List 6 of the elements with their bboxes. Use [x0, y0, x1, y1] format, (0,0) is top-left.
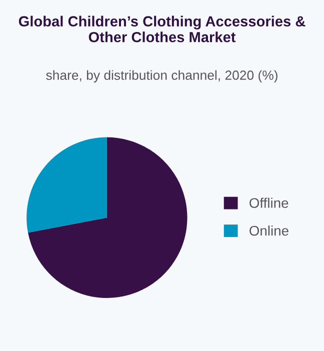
legend-label: Offline [250, 198, 288, 208]
chart-subtitle: share, by distribution channel, 2020 (%) [46, 70, 278, 82]
pie-slice [26, 137, 107, 233]
pie-slice [28, 137, 188, 298]
legend-label: Online [250, 225, 288, 236]
chart-title: Global Children’s Clothing Accessories & Other Clothes Market [18, 16, 306, 42]
